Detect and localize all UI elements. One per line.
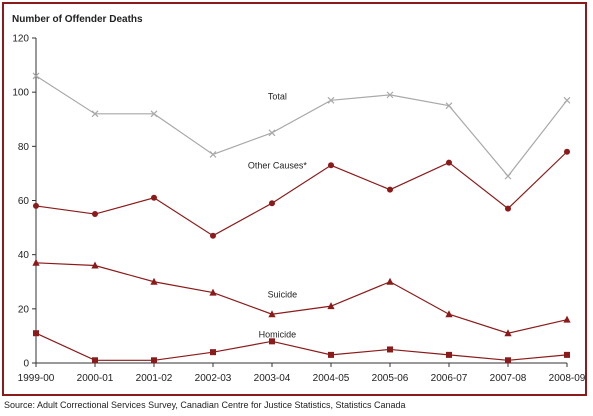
axes: 0 20 40 60 80 100 120 1999-00 2000-01 2001-02 2002…: [12, 34, 585, 385]
x-tick-label: 2004-05: [313, 373, 350, 384]
data-point: [564, 148, 570, 155]
data-point: [269, 200, 275, 207]
data-point: [150, 277, 158, 285]
data-point: [386, 277, 394, 285]
series-layer: [32, 72, 571, 364]
data-point: [210, 232, 216, 239]
y-tick-label: 40: [18, 250, 30, 261]
series-label: Homicide: [259, 329, 297, 339]
source-note: Source: Adult Correctional Services Surv…: [4, 400, 406, 410]
data-point: [92, 357, 98, 364]
series-line-suicide: [35, 262, 568, 334]
series-total: [32, 72, 571, 180]
x-tick-label: 1999-00: [18, 373, 55, 384]
x-tick-label: 2006-07: [431, 373, 468, 384]
data-point: [387, 186, 393, 193]
data-point: [91, 110, 99, 118]
data-point: [268, 310, 276, 318]
y-tick-label: 20: [18, 304, 30, 315]
x-tick-label: 2001-02: [136, 373, 173, 384]
x-tick-label: 2003-04: [254, 373, 291, 384]
series-label: Other Causes*: [248, 160, 308, 170]
series-label: Suicide: [268, 289, 298, 299]
y-tick-label: 120: [12, 34, 29, 45]
line-chart: Number of Offender Deaths 0 20 40 60 80 100 12…: [12, 14, 586, 385]
data-point: [33, 202, 39, 209]
x-tick-label: 2007-08: [490, 373, 527, 384]
series-labels: Total Other Causes* Suicide Homicide: [248, 91, 308, 339]
data-point: [91, 261, 99, 269]
data-point: [33, 330, 39, 337]
data-point: [32, 72, 40, 80]
data-point: [269, 338, 275, 345]
data-point: [446, 351, 452, 358]
series-homicide: [33, 330, 570, 364]
chart-title: Number of Offender Deaths: [12, 14, 143, 25]
data-point: [445, 310, 453, 318]
data-point: [150, 110, 158, 118]
data-point: [563, 96, 571, 104]
y-tick-label: 100: [12, 88, 29, 99]
data-point: [504, 329, 512, 337]
series-other-causes: [33, 148, 570, 239]
data-point: [92, 211, 98, 218]
data-point: [151, 357, 157, 364]
y-tick-label: 60: [18, 196, 30, 207]
data-point: [210, 349, 216, 356]
chart-frame: [2, 2, 587, 396]
x-tick-label: 2008-09: [549, 373, 586, 384]
data-point: [268, 129, 276, 137]
data-point: [564, 351, 570, 358]
y-tick-label: 80: [18, 142, 30, 153]
data-point: [446, 159, 452, 166]
data-point: [505, 357, 511, 364]
data-point: [387, 346, 393, 353]
data-point: [445, 102, 453, 110]
series-suicide: [32, 258, 571, 337]
data-point: [504, 172, 512, 180]
series-line-total: [35, 75, 568, 178]
data-point: [327, 302, 335, 310]
x-tick-label: 2002-03: [195, 373, 232, 384]
y-tick-label: 0: [23, 359, 29, 370]
data-point: [32, 258, 40, 266]
x-tick-label: 2000-01: [77, 373, 114, 384]
data-point: [327, 96, 335, 104]
series-line-other-causes: [35, 151, 568, 237]
data-point: [505, 205, 511, 212]
data-point: [151, 194, 157, 201]
data-point: [386, 91, 394, 99]
series-label: Total: [268, 91, 287, 101]
series-line-homicide: [35, 332, 568, 361]
data-point: [209, 151, 217, 158]
data-point: [328, 162, 334, 169]
data-point: [209, 288, 217, 296]
data-point: [563, 315, 571, 323]
x-tick-label: 2005-06: [372, 373, 409, 384]
data-point: [328, 351, 334, 358]
